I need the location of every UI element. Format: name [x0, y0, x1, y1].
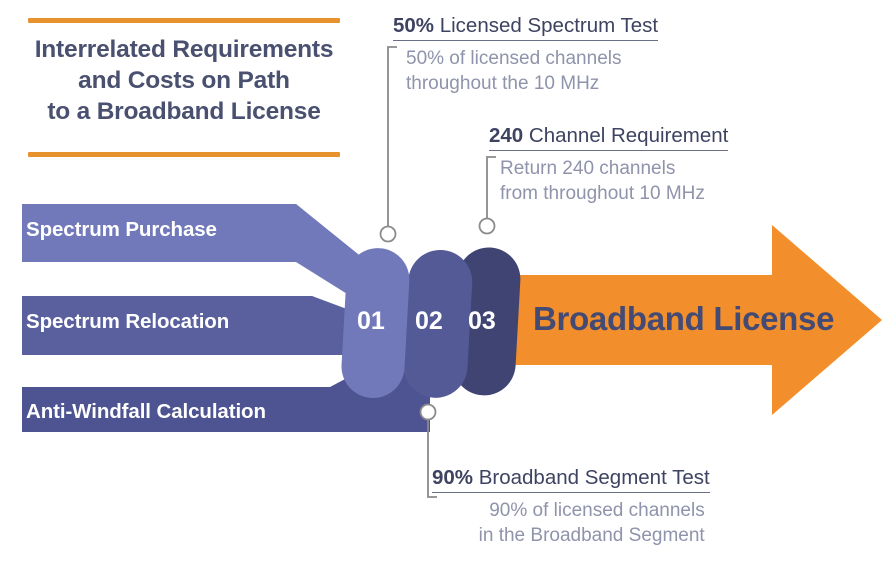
callout-3-heading-text: Broadband Segment Test [473, 466, 710, 489]
callout-broadband-segment-test: 90% Broadband Segment Test 90% of licens… [432, 466, 710, 548]
title-line-2: and Costs on Path [78, 67, 290, 94]
callout-licensed-spectrum-test: 50% Licensed Spectrum Test 50% of licens… [393, 14, 659, 96]
connector-line-callout-1 [379, 46, 397, 243]
bar-label-anti-windfall-calculation: Anti-Windfall Calculation [26, 400, 266, 423]
step-number-01: 01 [357, 307, 385, 335]
broadband-license-label: Broadband License [533, 300, 835, 337]
callout-3-body-line-1: 90% of licensed channels [489, 500, 705, 521]
callout-1-body: 50% of licensed channels throughout the … [393, 46, 658, 96]
title-block: Interrelated Requirements and Costs on P… [0, 0, 368, 172]
connector-endpoint-1 [379, 225, 397, 243]
callout-2-body-line-2: from throughout 10 MHz [500, 183, 705, 204]
step-pill-02 [403, 249, 473, 398]
callout-3-body-line-2: in the Broadband Segment [478, 525, 705, 546]
callout-3-heading: 90% Broadband Segment Test [432, 466, 710, 493]
callout-1-body-line-1: 50% of licensed channels [406, 48, 622, 69]
page-title: Interrelated Requirements and Costs on P… [0, 34, 368, 127]
step-pill-01 [341, 248, 410, 399]
connector-endpoint-2 [478, 217, 496, 235]
bar-shape-anti-windfall [22, 334, 430, 432]
connector-line-callout-2 [478, 156, 496, 235]
step-number-03: 03 [468, 307, 496, 335]
callout-2-heading-text: Channel Requirement [523, 124, 729, 147]
connector-line-callout-3 [419, 403, 437, 498]
callout-1-heading-text: Licensed Spectrum Test [434, 14, 659, 37]
callout-2-body: Return 240 channels from throughout 10 M… [489, 156, 728, 206]
title-rule-top [28, 18, 340, 23]
title-line-1: Interrelated Requirements [34, 36, 334, 63]
title-rule-bottom [28, 152, 340, 157]
title-line-3: to a Broadband License [47, 98, 321, 125]
callout-2-heading-value: 240 [489, 124, 524, 147]
callout-240-channel-requirement: 240 Channel Requirement Return 240 chann… [489, 124, 729, 206]
bar-label-spectrum-relocation: Spectrum Relocation [26, 310, 230, 333]
callout-1-heading-value: 50% [393, 14, 435, 37]
step-number-02: 02 [415, 307, 443, 335]
callout-3-heading-value: 90% [432, 466, 474, 489]
broadband-license-arrow [500, 225, 882, 415]
callout-1-heading: 50% Licensed Spectrum Test [393, 14, 659, 41]
callout-2-body-line-1: Return 240 channels [500, 158, 676, 179]
bar-label-spectrum-purchase: Spectrum Purchase [26, 218, 217, 241]
callout-2-heading: 240 Channel Requirement [489, 124, 729, 151]
connector-endpoint-3 [419, 403, 437, 421]
callout-3-body: 90% of licensed channels in the Broadban… [432, 498, 710, 548]
callout-1-body-line-2: throughout the 10 MHz [406, 73, 600, 94]
